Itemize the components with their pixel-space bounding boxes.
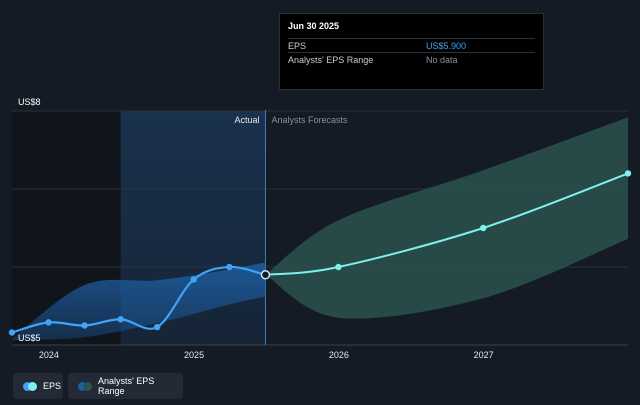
forecast-point xyxy=(335,263,342,271)
forecast-label: Analysts Forecasts xyxy=(271,115,348,125)
eps-point xyxy=(8,329,16,336)
x-tick-label: 2024 xyxy=(39,350,59,360)
y-axis-label-top: US$8 xyxy=(18,97,41,107)
eps-swatch-icon xyxy=(23,381,37,391)
x-tick-label: 2025 xyxy=(184,350,204,360)
range-swatch-icon xyxy=(78,381,92,391)
x-tick-label: 2026 xyxy=(329,350,349,360)
eps-point xyxy=(81,322,88,329)
actual-label: Actual xyxy=(234,115,259,125)
x-tick-label: 2027 xyxy=(474,350,494,360)
tooltip-date: Jun 30 2025 xyxy=(288,21,340,31)
tooltip-row-range: Analysts' EPS Range No data xyxy=(288,52,535,66)
tooltip-row-eps: EPS US$5.900 xyxy=(288,38,535,52)
forecast-line xyxy=(265,172,629,276)
tooltip: Jun 30 2025 EPS US$5.900 Analysts' EPS R… xyxy=(279,13,544,90)
tooltip-range-label: Analysts' EPS Range xyxy=(288,55,374,65)
forecast-point xyxy=(480,224,487,232)
forecast-range-band xyxy=(265,117,628,319)
legend-range-label: Analysts' EPS Range xyxy=(98,376,155,396)
tooltip-eps-value: US$5.900 xyxy=(426,41,467,51)
y-axis-label-bottom: US$5 xyxy=(18,333,41,343)
eps-point xyxy=(45,319,52,326)
eps-point xyxy=(226,263,233,271)
forecast-point xyxy=(624,170,632,177)
eps-point xyxy=(260,270,271,280)
tooltip-range-value: No data xyxy=(426,55,458,65)
eps-point xyxy=(153,323,161,331)
eps-point xyxy=(117,316,124,323)
eps-point xyxy=(190,276,197,283)
legend-range-button[interactable]: Analysts' EPS Range xyxy=(68,373,183,399)
tooltip-eps-label: EPS xyxy=(288,41,307,51)
legend-eps-button[interactable]: EPS xyxy=(13,373,63,399)
legend-eps-label: EPS xyxy=(43,381,62,391)
history-range-band xyxy=(12,262,266,341)
